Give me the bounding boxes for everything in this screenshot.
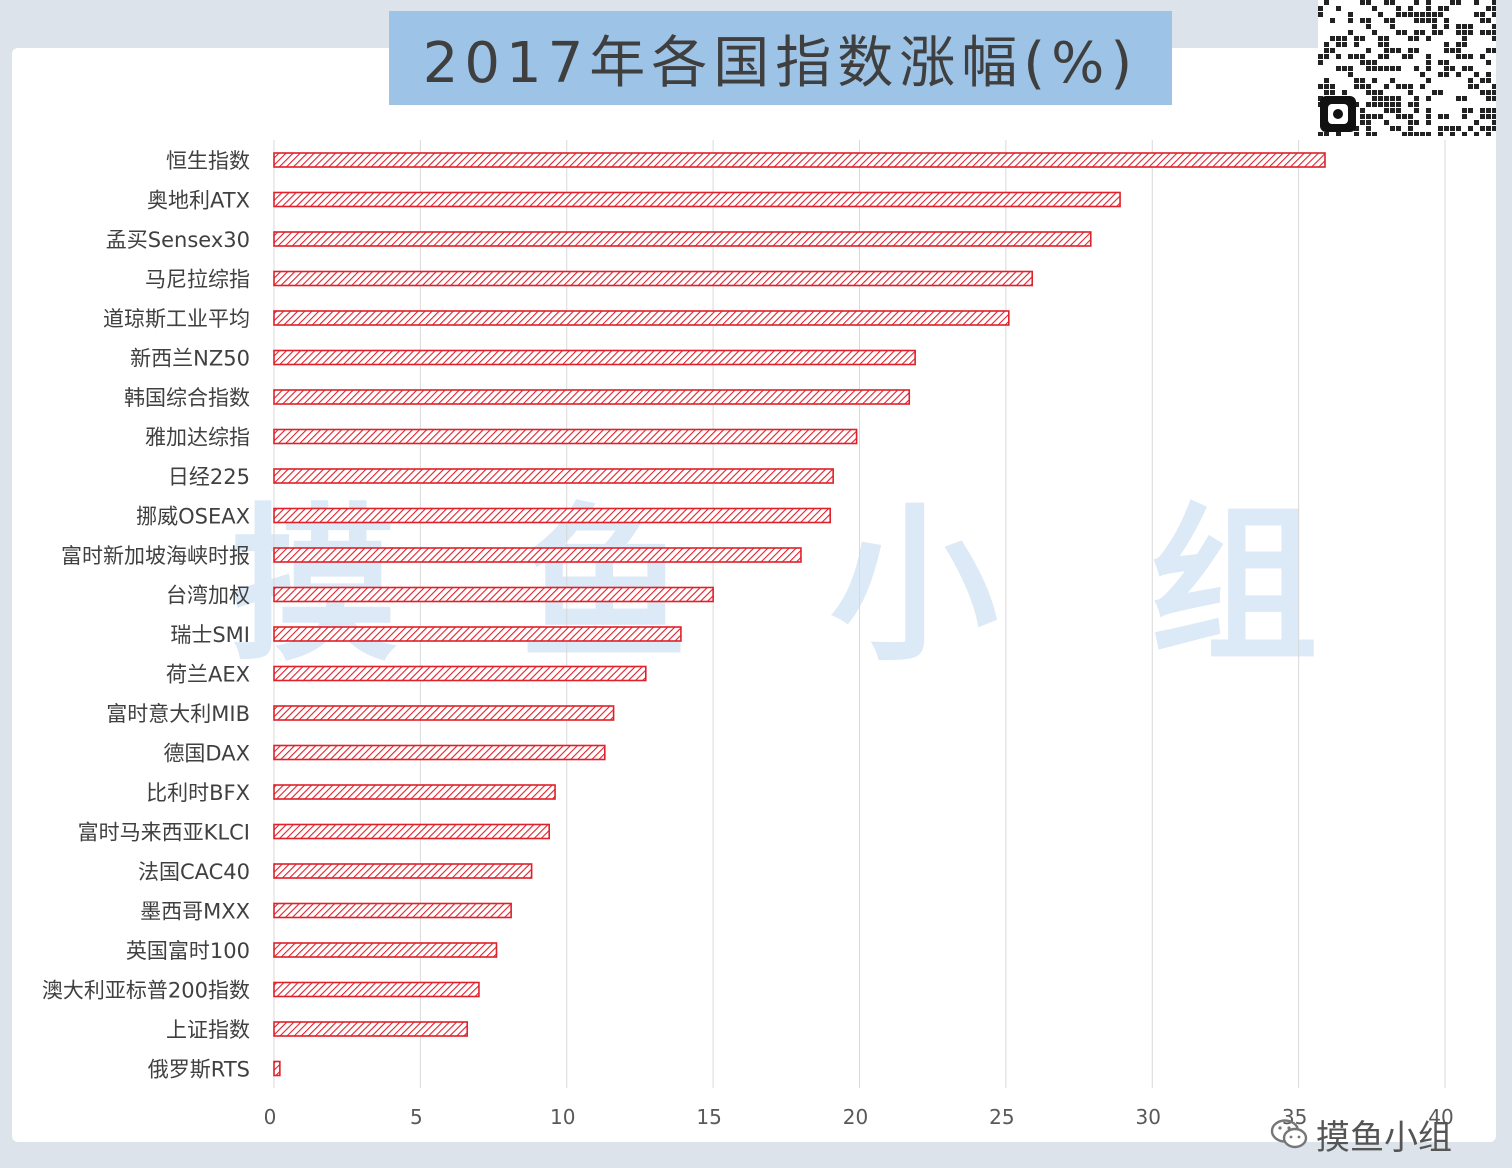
x-tick-label: 25: [989, 1105, 1014, 1129]
x-tick-label: 0: [264, 1105, 277, 1129]
bar: [273, 389, 911, 405]
category-label: 上证指数: [166, 1018, 250, 1042]
bar: [273, 586, 714, 603]
bar: [273, 1021, 469, 1037]
x-tick-label: 40: [1428, 1105, 1453, 1129]
category-label: 富时新加坡海峡时报: [61, 544, 250, 568]
category-label: 孟买Sensex30: [106, 228, 250, 252]
x-tick-label: 15: [696, 1105, 721, 1129]
chart-title: 2017年各国指数涨幅(%): [389, 11, 1172, 105]
bar: [273, 349, 916, 366]
bar: [273, 942, 498, 958]
bar: [273, 626, 682, 642]
bar: [273, 152, 1326, 168]
bar: [273, 507, 832, 524]
bar: [273, 705, 615, 721]
bar: [273, 744, 606, 761]
bar: [273, 665, 647, 682]
bar: [273, 231, 1092, 247]
bar: [273, 191, 1121, 208]
category-label: 雅加达综指: [145, 426, 250, 450]
bar: [273, 270, 1034, 287]
category-label: 道琼斯工业平均: [103, 307, 250, 331]
category-label: 英国富时100: [126, 939, 250, 963]
account-name: 摸鱼小组: [1316, 1117, 1452, 1158]
category-label: 德国DAX: [163, 742, 250, 766]
bar: [273, 1060, 281, 1077]
category-label: 法国CAC40: [138, 860, 250, 884]
category-label: 奥地利ATX: [147, 189, 250, 213]
bar: [273, 468, 834, 484]
category-label: 瑞士SMI: [170, 623, 250, 647]
bar: [273, 428, 858, 445]
x-tick-label: 10: [550, 1105, 575, 1129]
chart-frame: [12, 48, 1496, 1142]
category-label: 俄罗斯RTS: [148, 1058, 250, 1082]
category-label: 富时意大利MIB: [106, 702, 250, 726]
category-label: 新西兰NZ50: [130, 347, 250, 371]
bar: [273, 863, 533, 879]
category-label: 日经225: [168, 465, 250, 489]
x-tick-label: 20: [843, 1105, 868, 1129]
category-label: 比利时BFX: [146, 781, 250, 805]
category-label: 马尼拉综指: [145, 268, 250, 292]
qr-code-icon: [1318, 0, 1496, 136]
wechat-icon: [1270, 1119, 1308, 1149]
x-tick-label: 30: [1136, 1105, 1161, 1129]
bar: [273, 547, 802, 563]
category-label: 澳大利亚标普200指数: [42, 979, 250, 1003]
x-tick-label: 5: [410, 1105, 423, 1129]
category-label: 墨西哥MXX: [140, 900, 250, 924]
category-label: 恒生指数: [166, 149, 250, 173]
bar: [273, 902, 512, 919]
bar: [273, 310, 1010, 326]
footer-account: 摸鱼小组: [1270, 1110, 1452, 1158]
category-label: 富时马来西亚KLCI: [78, 821, 250, 845]
bar: [273, 981, 480, 998]
category-label: 韩国综合指数: [124, 386, 250, 410]
category-label: 挪威OSEAX: [136, 505, 250, 529]
category-label: 荷兰AEX: [166, 663, 250, 687]
category-label: 台湾加权: [166, 584, 250, 608]
bar: [273, 784, 556, 800]
bar: [273, 823, 550, 840]
